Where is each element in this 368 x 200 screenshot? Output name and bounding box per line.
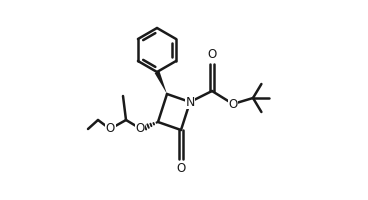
Text: N: N <box>185 96 195 108</box>
Text: O: O <box>135 122 145 136</box>
Text: O: O <box>229 98 238 110</box>
Text: O: O <box>106 122 115 136</box>
Text: O: O <box>176 162 185 174</box>
Text: O: O <box>208 48 217 61</box>
Polygon shape <box>155 71 167 94</box>
